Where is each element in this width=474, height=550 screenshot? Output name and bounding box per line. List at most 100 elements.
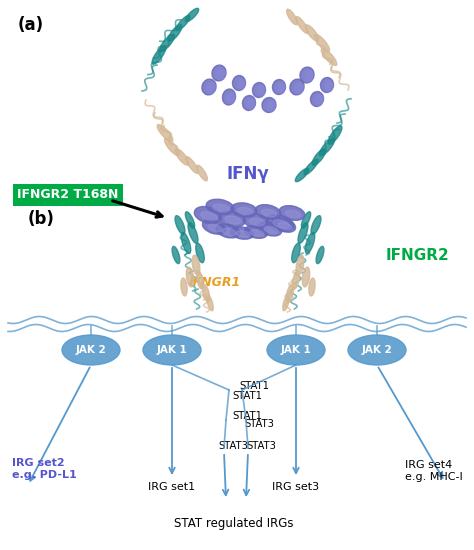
Ellipse shape [217,69,225,80]
Ellipse shape [249,218,264,226]
Ellipse shape [243,214,269,228]
Ellipse shape [188,223,198,244]
Ellipse shape [300,67,314,83]
Ellipse shape [152,46,166,64]
Ellipse shape [309,278,315,296]
Ellipse shape [201,212,217,221]
Ellipse shape [245,226,267,238]
Ellipse shape [286,284,293,302]
Ellipse shape [222,228,236,235]
Text: JAK 1: JAK 1 [156,345,187,355]
Ellipse shape [231,203,257,217]
Text: STAT3: STAT3 [246,441,276,451]
Ellipse shape [302,267,310,287]
Ellipse shape [227,92,235,103]
Ellipse shape [216,224,240,238]
Text: (a): (a) [18,16,44,34]
Ellipse shape [273,80,285,95]
Ellipse shape [236,231,250,237]
Text: STAT3: STAT3 [218,441,248,451]
Ellipse shape [197,165,208,181]
Ellipse shape [295,82,303,94]
Ellipse shape [305,70,313,81]
Text: STAT1: STAT1 [232,411,262,421]
Ellipse shape [222,89,236,105]
Ellipse shape [62,335,120,365]
Ellipse shape [250,230,264,236]
Ellipse shape [287,9,297,25]
Text: (b): (b) [28,210,55,228]
Text: IRG set3: IRG set3 [273,482,319,492]
Text: STAT1: STAT1 [232,391,262,401]
Text: JAK 2: JAK 2 [362,345,392,355]
Ellipse shape [168,25,182,41]
Ellipse shape [257,86,265,96]
Ellipse shape [219,211,246,227]
Text: JAK 2: JAK 2 [76,345,106,355]
Ellipse shape [164,138,180,156]
Ellipse shape [237,207,253,214]
Ellipse shape [175,216,185,234]
Ellipse shape [206,199,234,215]
Ellipse shape [278,222,292,230]
Ellipse shape [243,96,255,111]
Ellipse shape [202,220,226,234]
Ellipse shape [283,295,289,311]
Ellipse shape [319,138,335,156]
Text: STAT regulated IRGs: STAT regulated IRGs [174,518,294,531]
Ellipse shape [194,206,222,223]
Ellipse shape [310,91,324,107]
Text: IFNGR2: IFNGR2 [386,248,450,262]
Ellipse shape [237,79,245,89]
Text: IRG set4
e.g. MHC-I: IRG set4 e.g. MHC-I [405,460,463,482]
Ellipse shape [157,124,173,141]
Ellipse shape [320,78,334,92]
Ellipse shape [277,82,285,94]
Ellipse shape [285,210,301,218]
Ellipse shape [298,223,308,244]
Text: IFNGR2 T168N: IFNGR2 T168N [18,189,118,201]
Ellipse shape [296,255,304,275]
Ellipse shape [202,284,210,302]
Text: STAT1: STAT1 [239,381,269,391]
Ellipse shape [181,233,191,254]
Ellipse shape [273,218,296,232]
Ellipse shape [290,79,304,95]
Ellipse shape [231,227,254,239]
Ellipse shape [325,81,333,91]
Ellipse shape [311,216,321,234]
Ellipse shape [304,160,318,175]
Ellipse shape [267,335,325,365]
Ellipse shape [312,149,326,165]
Ellipse shape [296,16,308,34]
Ellipse shape [202,79,216,95]
Ellipse shape [196,243,204,263]
Ellipse shape [273,220,289,228]
Ellipse shape [316,246,324,263]
Ellipse shape [305,25,319,41]
Ellipse shape [186,267,194,287]
Ellipse shape [328,126,342,144]
Ellipse shape [207,82,215,94]
Ellipse shape [208,224,222,232]
Ellipse shape [267,101,275,111]
Ellipse shape [314,34,329,52]
Ellipse shape [247,99,255,109]
Ellipse shape [295,168,309,182]
Ellipse shape [192,255,200,275]
Text: IFNγ: IFNγ [227,165,269,183]
Ellipse shape [232,75,246,91]
Ellipse shape [159,34,174,52]
Text: IFNGR1: IFNGR1 [189,277,241,289]
Ellipse shape [258,222,282,236]
Ellipse shape [175,149,189,165]
Ellipse shape [262,97,276,113]
Text: IRG set2
e.g. PD-L1: IRG set2 e.g. PD-L1 [12,458,77,480]
Ellipse shape [292,243,300,263]
Ellipse shape [255,205,281,219]
Ellipse shape [213,204,229,212]
Ellipse shape [176,15,190,31]
Ellipse shape [305,233,315,254]
Ellipse shape [207,295,213,311]
Ellipse shape [315,95,323,105]
